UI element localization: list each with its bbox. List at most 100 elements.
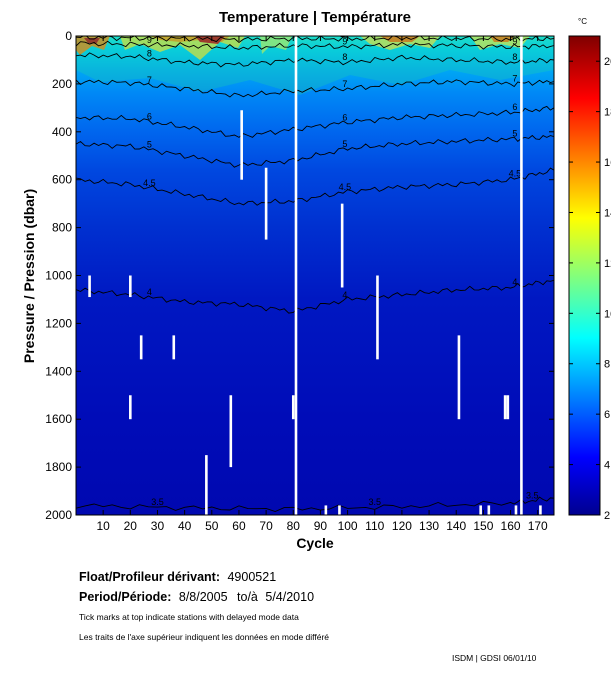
x-tick-label: 110: [365, 519, 384, 533]
isotherm-line: [76, 79, 554, 98]
period-start: 8/8/2005: [178, 590, 228, 604]
isotherm-label: 6: [147, 112, 152, 122]
missing-profile-gap: [129, 395, 132, 420]
x-tick-label: 50: [205, 519, 219, 533]
colorbar-tick-label: 10: [604, 308, 611, 320]
isotherm-line: [76, 52, 554, 68]
colorbar-tick-label: 2: [604, 510, 610, 522]
isotherm-labels: 10 10 109 9 98 8 87 776 665 554.5 4.54.54 443.5 3.53…: [143, 28, 539, 507]
isotherm-line: [76, 279, 554, 314]
colorbar-tick-label: 4: [604, 460, 610, 472]
temperature-section-chart: Temperature | Température 10 10 109 9 98 8 87 7…: [21, 9, 611, 551]
x-tick-label: 40: [178, 519, 192, 533]
y-axis-ticks: 0 200 400 600 800 1000 1200 1400 1600 1800 2000: [45, 29, 554, 522]
isotherm-label: 5: [147, 140, 152, 150]
y-tick-label: 200: [52, 77, 72, 91]
y-tick-label: 600: [52, 173, 72, 187]
isotherm-label: 10: [510, 29, 520, 39]
x-tick-label: 10: [96, 519, 110, 533]
isotherm-label: 9: [512, 37, 517, 47]
isotherm-label: 4.5: [339, 182, 352, 192]
missing-profile-gap: [172, 335, 176, 360]
missing-profile-gap: [264, 167, 268, 240]
colorbar-ticks: 2 4 6 8 10 12 14 16 18 20: [569, 56, 611, 522]
y-tick-label: 0: [65, 29, 72, 43]
missing-profile-gap: [506, 395, 510, 420]
x-axis-label: Cycle: [296, 535, 334, 551]
x-tick-label: 20: [124, 519, 138, 533]
isotherm-line: [76, 496, 554, 512]
x-tick-label: 120: [392, 519, 412, 533]
colorbar-tick-label: 18: [604, 107, 611, 119]
missing-profile-gap: [324, 505, 328, 515]
y-tick-label: 2000: [45, 508, 72, 522]
isotherm-label: 7: [512, 74, 517, 84]
colorbar: [568, 35, 601, 516]
colorbar-tick-label: 12: [604, 258, 611, 270]
missing-profile-gap: [291, 395, 295, 420]
x-tick-label: 30: [151, 519, 165, 533]
isotherm-line: [76, 134, 554, 168]
isotherm-label: 6: [342, 113, 347, 123]
isotherm-label: 4.5: [143, 178, 156, 188]
y-axis-label: Pressure / Pression (dbar): [21, 189, 37, 363]
isotherm-line: [76, 167, 554, 206]
note-english: Tick marks at top indicate stations with…: [79, 612, 299, 622]
isotherm-label: 7: [147, 75, 152, 85]
y-tick-label: 1600: [45, 412, 72, 426]
colorbar-tick-label: 20: [604, 56, 611, 68]
isotherm-label: 5: [342, 139, 347, 149]
missing-profile-gap: [539, 505, 542, 515]
x-tick-label: 170: [528, 519, 548, 533]
isotherm-line: [76, 105, 554, 138]
isotherm-label: 4: [147, 287, 152, 297]
isotherm-label: 3.5: [526, 491, 539, 501]
isotherm-label: 4: [512, 277, 517, 287]
float-value: 4900521: [227, 570, 277, 584]
missing-profile-gap: [338, 505, 341, 515]
y-tick-label: 400: [52, 125, 72, 139]
missing-profile-gap: [129, 275, 132, 298]
x-tick-label: 150: [473, 519, 493, 533]
colorbar-tick-label: 14: [604, 207, 611, 219]
isotherm-label: 10: [144, 28, 154, 38]
y-tick-label: 1000: [45, 269, 72, 283]
float-info: Float/Profileur dérivant: 4900521: [79, 570, 276, 584]
colorbar-tick-label: 6: [604, 409, 610, 421]
colorbar-tick-label: 16: [604, 157, 611, 169]
isotherm-label: 6: [512, 102, 517, 112]
missing-profile-gap: [340, 203, 344, 288]
isotherm-label: 3.5: [368, 497, 381, 507]
missing-profile-gap: [457, 335, 461, 420]
colorbar-tick-label: 8: [604, 359, 610, 371]
float-label: Float/Profileur dérivant:: [79, 570, 220, 584]
missing-profile-gap: [376, 275, 379, 360]
missing-profile-gap: [240, 110, 243, 180]
isotherm-label: 4: [342, 290, 347, 300]
surface-warm-layer: [76, 36, 554, 95]
period-to: to/à: [237, 590, 258, 604]
x-tick-label: 60: [232, 519, 246, 533]
missing-profile-gap: [514, 505, 518, 515]
x-axis-ticks: 10 20 30 40 50 60 70 80 90 100 110 120 130 140 150 160 1…: [96, 36, 548, 533]
missing-data-gaps: [88, 36, 542, 515]
missing-profile-gap: [520, 36, 523, 515]
x-tick-label: 70: [259, 519, 273, 533]
missing-profile-gap: [229, 395, 233, 468]
y-tick-label: 1200: [45, 316, 72, 330]
x-tick-label: 100: [338, 519, 358, 533]
isotherm-label: 8: [342, 52, 347, 62]
missing-profile-gap: [479, 505, 482, 515]
colorbar-unit: °C: [578, 17, 587, 26]
x-tick-label: 90: [314, 519, 328, 533]
period-end: 5/4/2010: [265, 590, 315, 604]
note-french: Les traits de l'axe supérieur indiquent …: [79, 632, 330, 642]
isotherm-label: 10: [340, 29, 350, 39]
missing-profile-gap: [503, 395, 507, 420]
y-tick-label: 1800: [45, 460, 72, 474]
isotherm-label: 7: [342, 79, 347, 89]
credit-line: ISDM | GDSI 06/01/10: [452, 653, 537, 663]
missing-profile-gap: [88, 275, 91, 298]
isotherm-label: 5: [512, 129, 517, 139]
isotherm-line: [76, 40, 554, 50]
